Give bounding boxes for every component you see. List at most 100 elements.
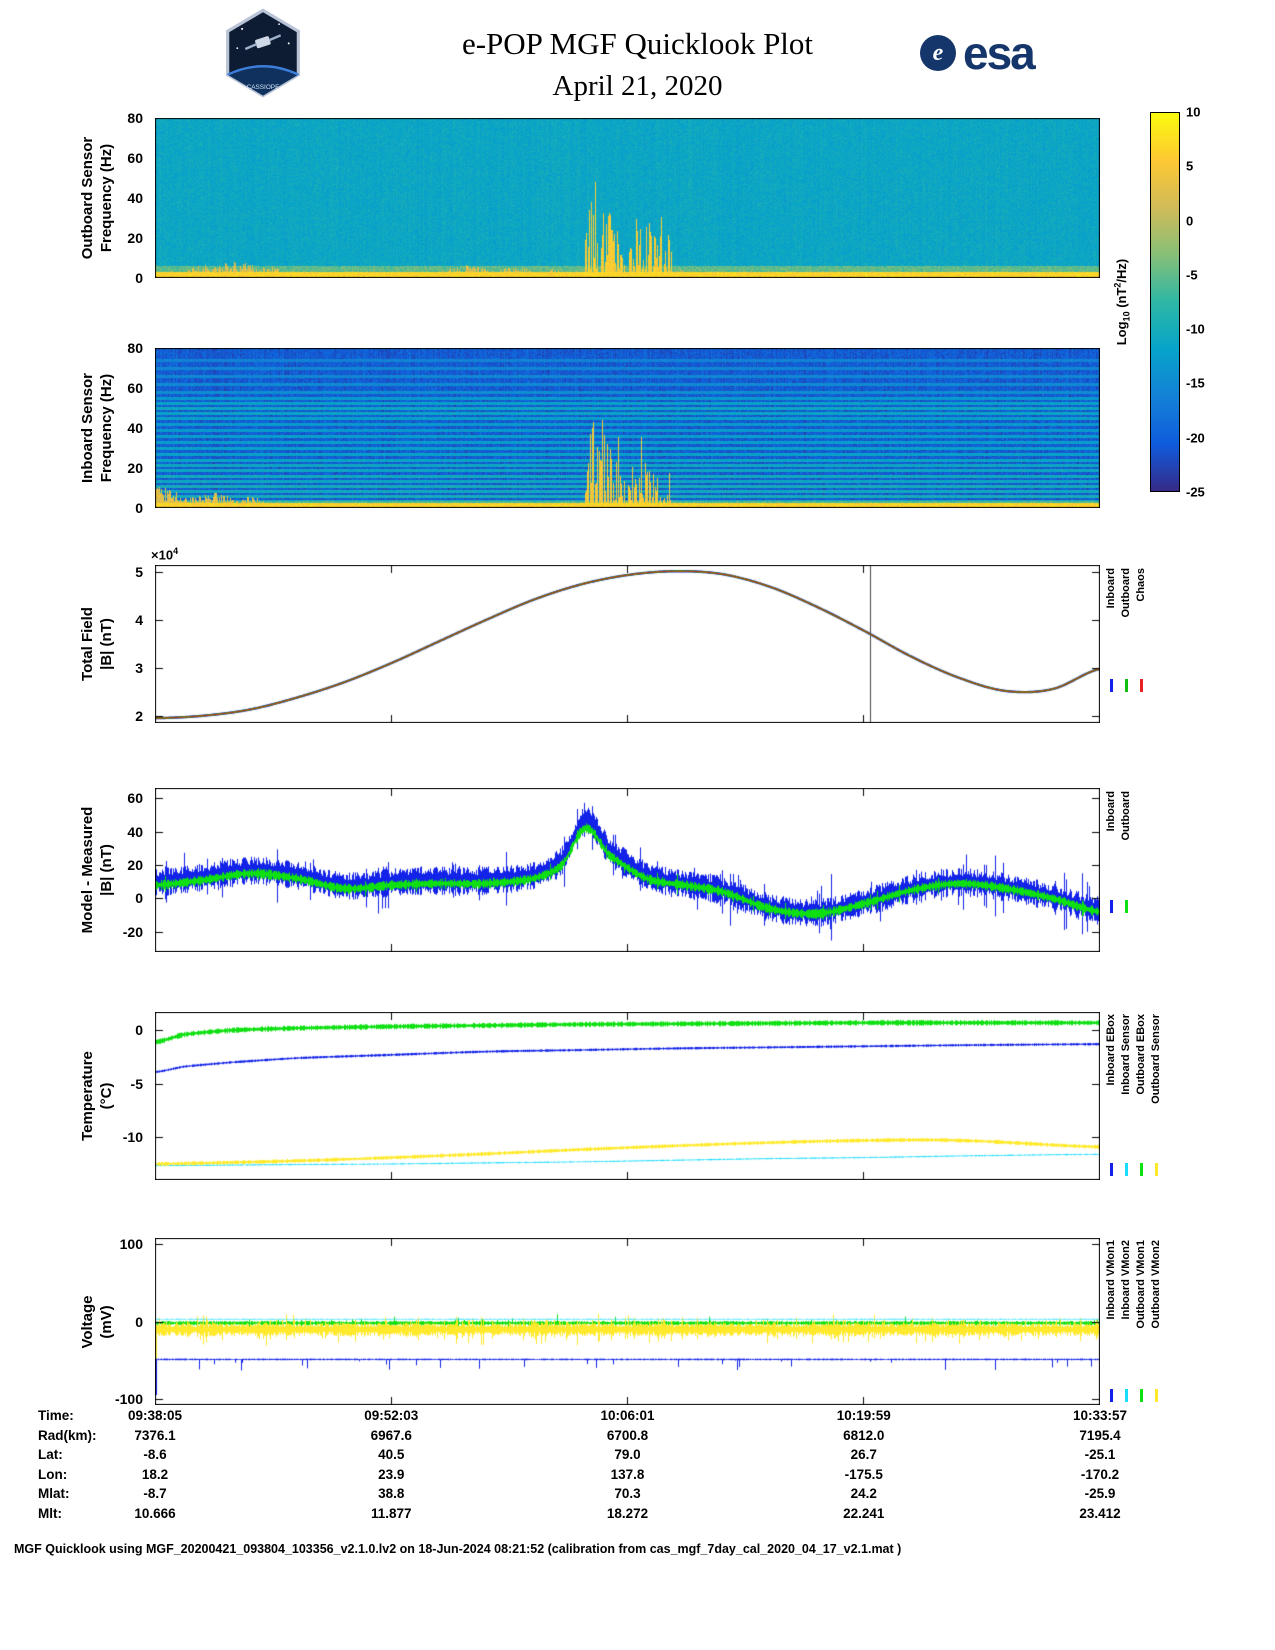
ephemeris-value: 40.5: [378, 1447, 405, 1462]
legend-mark: [1139, 1163, 1143, 1176]
esa-logo: e esa: [920, 27, 1036, 79]
panel-outboard-spectrogram: Outboard Sensor Frequency (Hz) 0 20 40 60 80: [0, 110, 1275, 286]
ephemeris-value: -8.7: [143, 1486, 167, 1501]
ephemeris-value: 23.9: [378, 1466, 405, 1482]
legend-entry: Inboard Sensor: [1119, 1014, 1133, 1176]
model-measured-canvas: [155, 788, 1100, 952]
panel-temperature: Temperature (°C) 0 -5 -10 Inboard EBox Inbo…: [0, 1012, 1275, 1180]
legend-mark: [1109, 679, 1113, 692]
legend-label: Outboard VMon2: [1150, 1240, 1162, 1329]
legend-label: Inboard: [1105, 568, 1117, 609]
cassiope-badge-graphic: CASSIOPE: [226, 8, 300, 98]
colorbar-label-mid: (nT: [1113, 287, 1129, 312]
y-tick-label: 20: [127, 230, 143, 246]
panel-model-measured: Model - Measured |B| (nT) -20 0 20 40 60 Inb…: [0, 788, 1275, 952]
colorbar-tick-label: 5: [1186, 158, 1194, 174]
panel-inboard-spectrogram: Inboard Sensor Frequency (Hz) 0 20 40 60 80: [0, 340, 1275, 516]
ephemeris-value: 11.877: [370, 1505, 412, 1521]
legend-mark: [1109, 1163, 1113, 1176]
legend-entry: Inboard VMon2: [1119, 1240, 1133, 1402]
colorbar-label: Log10 (nT2/Hz): [1113, 259, 1132, 346]
legend-label: Inboard VMon1: [1105, 1240, 1117, 1320]
ephemeris-row: Time: 09:38:05 09:52:03 10:06:01 10:19:59 10:…: [0, 1408, 1275, 1428]
y-tick-label: 0: [135, 270, 143, 286]
legend-label: Outboard: [1120, 568, 1132, 618]
legend: Inboard Outboard Chaos: [1104, 568, 1148, 692]
ephemeris-row-label: Lat:: [38, 1447, 63, 1462]
ephemeris-value: 137.8: [610, 1466, 645, 1482]
ephemeris-row: Mlat: -8.7 38.8 70.3 24.2 -25.9: [0, 1486, 1275, 1506]
y-tick-label: 80: [127, 340, 143, 356]
colorbar-label-suffix: /Hz): [1113, 258, 1129, 283]
ephemeris-value: 22.241: [843, 1505, 885, 1521]
ephemeris-value: 6812.0: [843, 1427, 885, 1443]
y-tick-label: 60: [127, 380, 143, 396]
inboard-spectrogram-canvas: [155, 348, 1100, 508]
legend-label: Outboard Sensor: [1150, 1014, 1162, 1104]
legend-mark: [1154, 1389, 1158, 1402]
ephemeris-value: 7195.4: [1079, 1427, 1121, 1443]
y-tick-label: 0: [135, 500, 143, 516]
colorbar-tick-label: -10: [1186, 321, 1205, 337]
y-tick-label: 100: [119, 1236, 143, 1253]
legend-entry: Inboard: [1104, 791, 1118, 913]
legend-label: Outboard VMon1: [1135, 1240, 1147, 1329]
panel-voltage: Voltage (mV) 100 0 -100 Inboard VMon1 Inboa…: [0, 1236, 1275, 1407]
ephemeris-value: -175.5: [844, 1466, 883, 1482]
badge-satellite-icon: [244, 34, 282, 51]
legend-entry: Outboard: [1119, 791, 1133, 913]
y-tick-label: 0: [135, 1022, 143, 1039]
esa-logo-text: esa: [963, 27, 1036, 79]
colorbar-tick-label: -5: [1186, 267, 1198, 283]
ephemeris-value: 10.666: [134, 1505, 176, 1521]
temperature-canvas: [155, 1012, 1100, 1180]
ephemeris-value: 18.272: [606, 1505, 649, 1521]
ephemeris-value: 10:19:59: [836, 1408, 891, 1423]
ephemeris-row-label: Mlat:: [38, 1486, 70, 1501]
legend-mark: [1124, 1389, 1128, 1402]
ephemeris-value: 10:33:57: [1072, 1408, 1128, 1423]
plot-date: April 21, 2020: [552, 70, 723, 102]
colorbar-tick-label: -20: [1186, 430, 1205, 446]
y-tick-label: 40: [127, 190, 143, 206]
legend-entry: Outboard EBox: [1134, 1014, 1148, 1176]
legend-entry: Outboard VMon1: [1134, 1240, 1148, 1402]
ephemeris-value: -25.9: [1084, 1486, 1116, 1501]
ephemeris-row-label: Mlt:: [38, 1505, 62, 1521]
y-tick-label: -10: [122, 1129, 143, 1146]
exponent-base: ×10: [151, 547, 174, 563]
legend-label: Chaos: [1135, 568, 1147, 602]
colorbar-gradient: [1150, 112, 1180, 492]
colorbar-tick-label: -15: [1186, 375, 1205, 391]
badge-mission-name: CASSIOPE: [247, 84, 280, 91]
ephemeris-value: 18.2: [141, 1466, 169, 1482]
ephemeris-value: 6967.6: [370, 1427, 412, 1443]
ephemeris-value: 09:52:03: [364, 1408, 419, 1423]
y-tick-labels: 0 20 40 60 80: [0, 340, 149, 516]
colorbar-tick-label: 10: [1186, 104, 1201, 120]
legend-mark: [1139, 1389, 1143, 1402]
y-axis-exponent: ×104: [151, 546, 178, 562]
badge-earth-limb: [227, 65, 299, 76]
ephemeris-value: -170.2: [1080, 1466, 1120, 1482]
legend-label: Inboard Sensor: [1120, 1014, 1132, 1095]
page-title: e-POP MGF Quicklook Plot: [461, 26, 814, 61]
legend: Inboard EBox Inboard Sensor Outboard EBox O…: [1104, 1014, 1163, 1176]
legend-label: Inboard: [1105, 791, 1117, 832]
legend: Inboard VMon1 Inboard VMon2 Outboard VMon1…: [1104, 1240, 1163, 1402]
ephemeris-value: 7376.1: [134, 1427, 176, 1443]
legend-entry: Inboard VMon1: [1104, 1240, 1118, 1402]
colorbar-label-sub: 10: [1121, 311, 1132, 322]
y-tick-labels: 0 -5 -10: [0, 1012, 149, 1180]
ephemeris-row: Lat: -8.6 40.5 79.0 26.7 -25.1: [0, 1447, 1275, 1467]
y-tick-label: -5: [130, 1075, 143, 1092]
ephemeris-value: 24.2: [850, 1486, 877, 1501]
y-tick-label: 20: [127, 460, 143, 476]
colorbar-tick-labels: 10 5 0 -5 -10 -15 -20 -25: [1150, 105, 1205, 500]
legend-entry: Inboard: [1104, 568, 1118, 692]
colorbar-label-prefix: Log: [1113, 321, 1129, 346]
legend: Inboard Outboard: [1104, 791, 1133, 913]
ephemeris-value: 09:38:05: [127, 1408, 183, 1423]
legend-mark: [1139, 679, 1143, 692]
